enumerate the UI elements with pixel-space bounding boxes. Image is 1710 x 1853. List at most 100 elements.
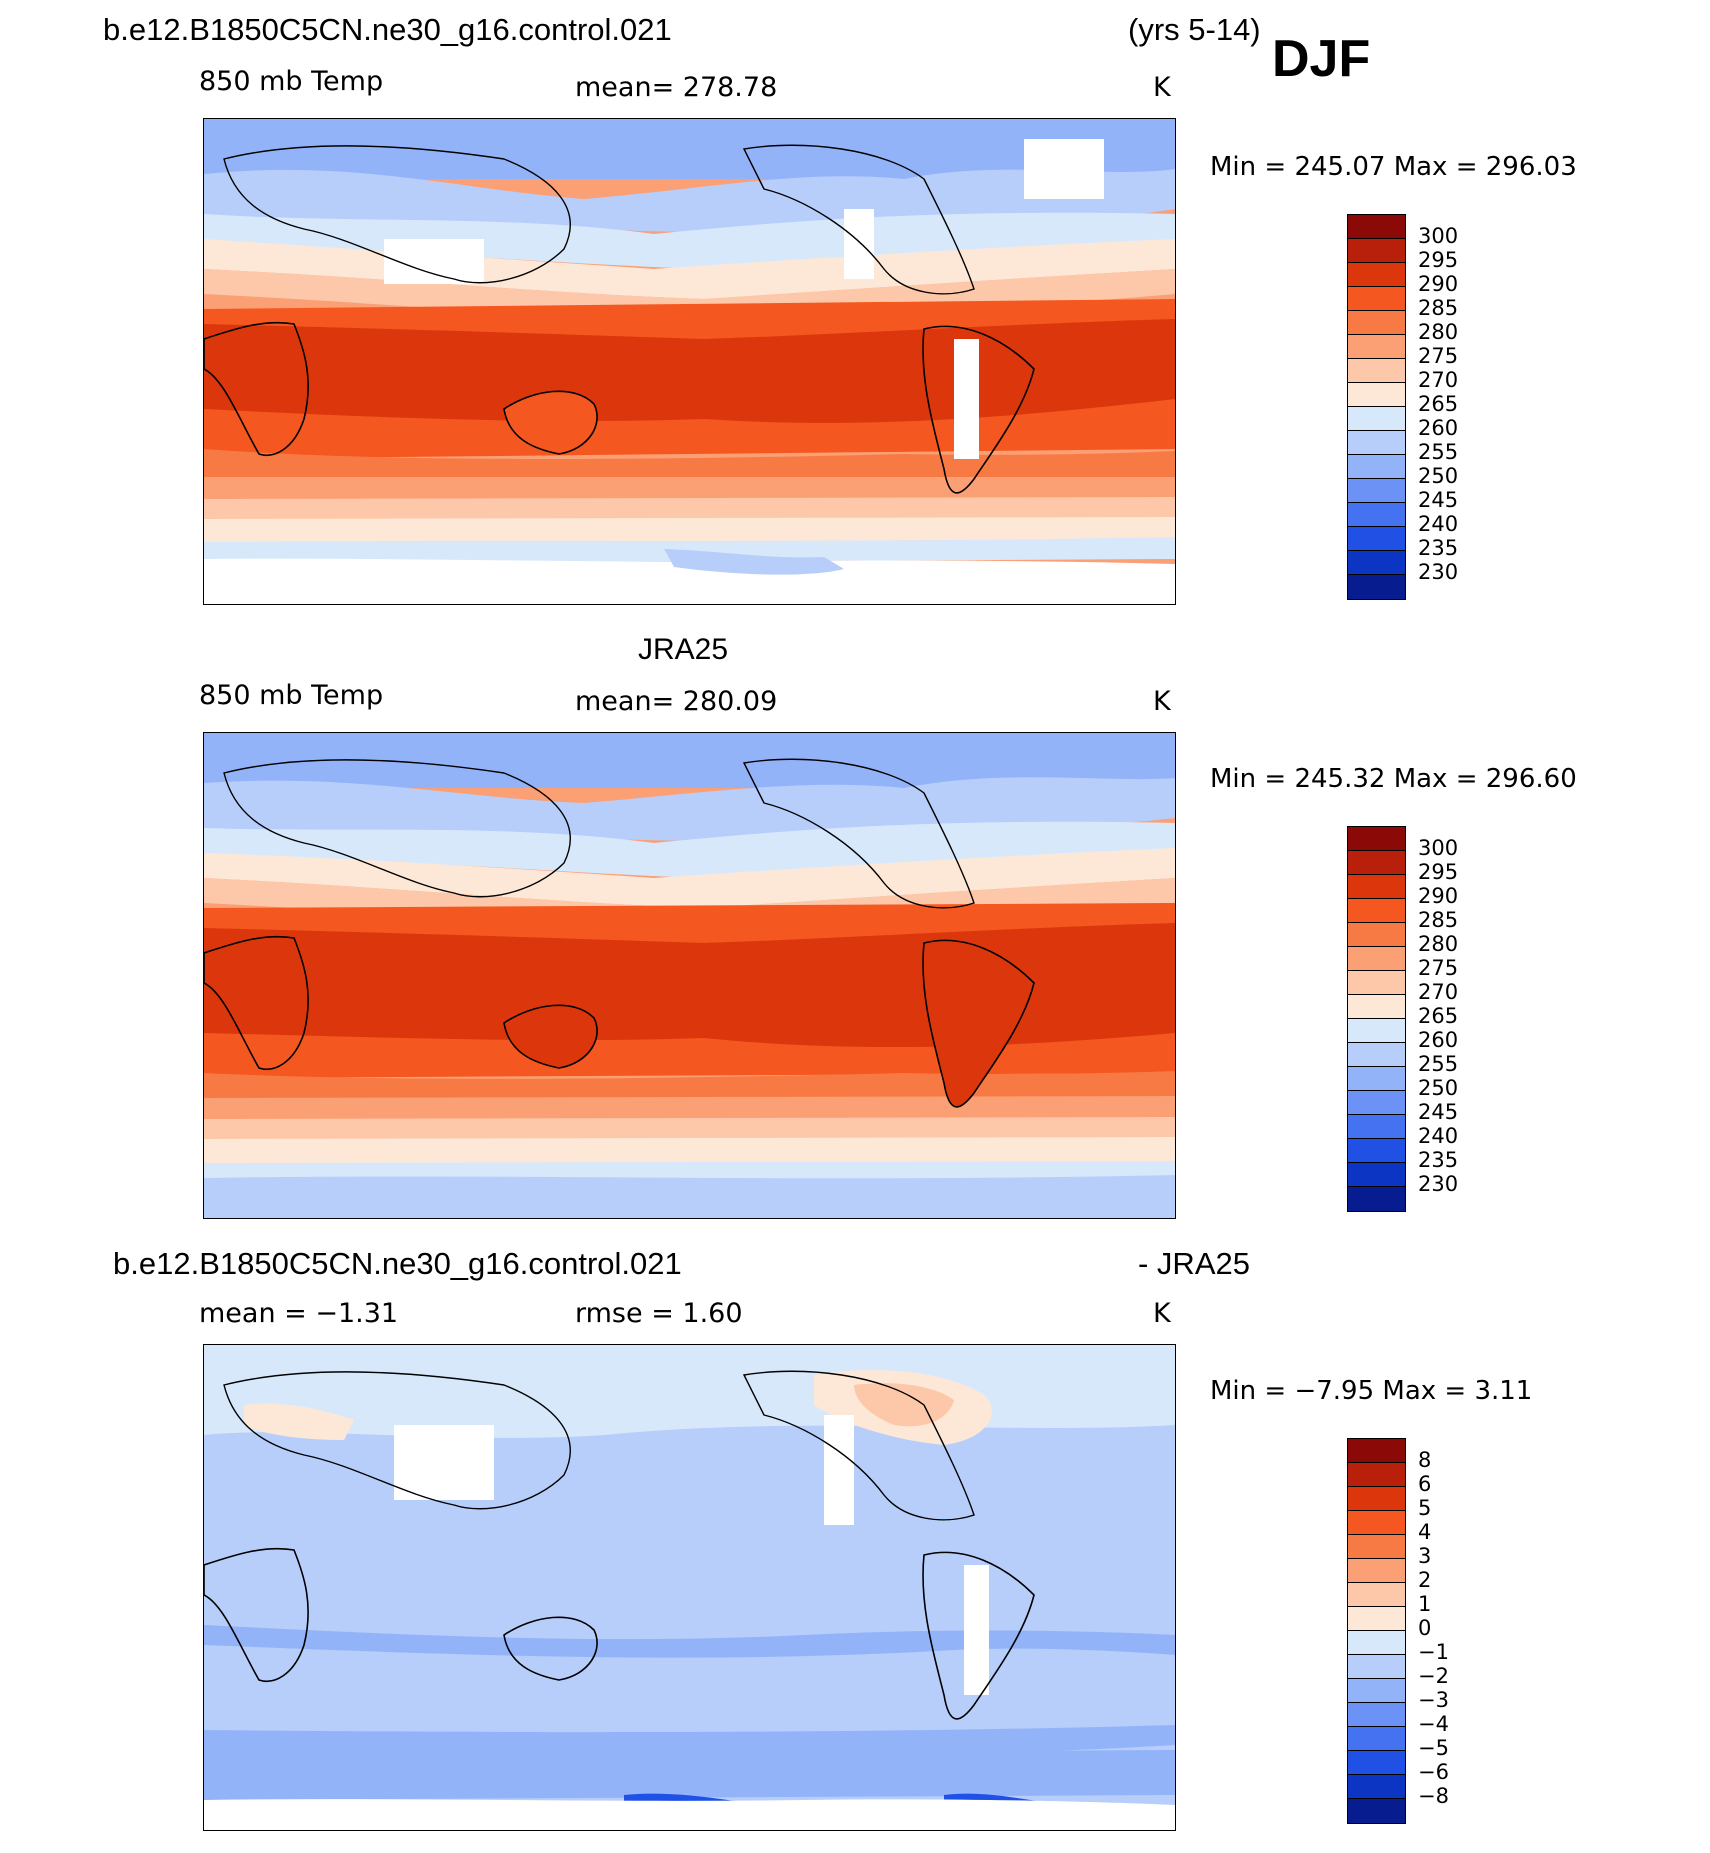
colorbar-swatch <box>1348 407 1405 431</box>
colorbar-tick-label: 295 <box>1418 860 1459 884</box>
season-label: DJF <box>1272 30 1371 88</box>
colorbar-tick-label: 240 <box>1418 1124 1459 1148</box>
colorbar-swatch <box>1348 1727 1405 1751</box>
colorbar-swatch <box>1348 383 1405 407</box>
colorbar-tick-label: 270 <box>1418 980 1459 1004</box>
colorbar-swatch <box>1348 1163 1405 1187</box>
colorbar-tick-label: 5 <box>1418 1496 1432 1520</box>
colorbar-tick-label: 6 <box>1418 1472 1432 1496</box>
panel-obs-units: K <box>1153 686 1171 717</box>
colorbar-tick-label: 255 <box>1418 440 1459 464</box>
colorbar-swatch <box>1348 287 1405 311</box>
case-name-title: b.e12.B1850C5CN.ne30_g16.control.021 <box>103 12 672 47</box>
colorbar-swatch <box>1348 1799 1405 1823</box>
panel-diff-minmax: Min = −7.95 Max = 3.11 <box>1210 1376 1533 1406</box>
colorbar-swatch <box>1348 1115 1405 1139</box>
colorbar-tick-label: 300 <box>1418 836 1459 860</box>
colorbar-swatch <box>1348 479 1405 503</box>
colorbar-swatch <box>1348 1043 1405 1067</box>
map-obs-field <box>204 733 1175 1218</box>
map-diff-field <box>204 1345 1175 1830</box>
colorbar-swatch <box>1348 1019 1405 1043</box>
colorbar-tick-label: 285 <box>1418 908 1459 932</box>
colorbar-swatch <box>1348 995 1405 1019</box>
colorbar-tick-label: 280 <box>1418 932 1459 956</box>
colorbar-swatch <box>1348 1091 1405 1115</box>
colorbar-swatch <box>1348 311 1405 335</box>
panel-diff-rmse: rmse = 1.60 <box>575 1298 743 1329</box>
colorbar-tick-label: 260 <box>1418 416 1459 440</box>
colorbar-tick-label: 245 <box>1418 1100 1459 1124</box>
colorbar-tick-label: 290 <box>1418 272 1459 296</box>
colorbar-swatch <box>1348 1751 1405 1775</box>
colorbar-swatch <box>1348 827 1405 851</box>
colorbar-tick-label: 8 <box>1418 1448 1432 1472</box>
colorbar-swatch <box>1348 431 1405 455</box>
colorbar-tick-label: 235 <box>1418 536 1459 560</box>
colorbar-tick-label: 2 <box>1418 1568 1432 1592</box>
panel-model-units: K <box>1153 72 1171 103</box>
colorbar-obs <box>1347 826 1406 1212</box>
colorbar-swatch <box>1348 359 1405 383</box>
colorbar-swatch <box>1348 1775 1405 1799</box>
colorbar-model <box>1347 214 1406 600</box>
colorbar-tick-label: 4 <box>1418 1520 1432 1544</box>
colorbar-swatch <box>1348 1583 1405 1607</box>
colorbar-swatch <box>1348 239 1405 263</box>
panel-diff-title-right: - JRA25 <box>1138 1246 1250 1281</box>
panel-model-variable: 850 mb Temp <box>199 66 384 97</box>
panel-obs-minmax: Min = 245.32 Max = 296.60 <box>1210 764 1577 794</box>
colorbar-swatch <box>1348 851 1405 875</box>
colorbar-tick-label: −8 <box>1418 1784 1449 1808</box>
colorbar-tick-label: 245 <box>1418 488 1459 512</box>
colorbar-tick-label: 290 <box>1418 884 1459 908</box>
colorbar-swatch <box>1348 1607 1405 1631</box>
colorbar-swatch <box>1348 1655 1405 1679</box>
colorbar-tick-label: 1 <box>1418 1592 1432 1616</box>
colorbar-tick-label: 280 <box>1418 320 1459 344</box>
colorbar-tick-label: −6 <box>1418 1760 1449 1784</box>
colorbar-swatch <box>1348 1703 1405 1727</box>
colorbar-swatch <box>1348 947 1405 971</box>
panel-diff-units: K <box>1153 1298 1171 1329</box>
map-panel-diff <box>203 1344 1176 1831</box>
panel-model-minmax: Min = 245.07 Max = 296.03 <box>1210 152 1577 182</box>
colorbar-swatch <box>1348 335 1405 359</box>
panel-diff-title-left: b.e12.B1850C5CN.ne30_g16.control.021 <box>113 1246 682 1281</box>
colorbar-swatch <box>1348 1631 1405 1655</box>
colorbar-swatch <box>1348 1463 1405 1487</box>
colorbar-tick-label: 230 <box>1418 1172 1459 1196</box>
colorbar-tick-label: −2 <box>1418 1664 1449 1688</box>
colorbar-swatch <box>1348 1487 1405 1511</box>
colorbar-swatch <box>1348 923 1405 947</box>
panel-diff-mean: mean = −1.31 <box>199 1298 399 1329</box>
colorbar-swatch <box>1348 1067 1405 1091</box>
colorbar-tick-label: 285 <box>1418 296 1459 320</box>
panel-obs-variable: 850 mb Temp <box>199 680 384 711</box>
colorbar-swatch <box>1348 575 1405 599</box>
panel-obs-mean: mean= 280.09 <box>575 686 778 717</box>
colorbar-tick-label: 3 <box>1418 1544 1432 1568</box>
colorbar-swatch <box>1348 527 1405 551</box>
colorbar-tick-label: 300 <box>1418 224 1459 248</box>
colorbar-swatch <box>1348 1139 1405 1163</box>
colorbar-tick-label: 250 <box>1418 464 1459 488</box>
colorbar-diff <box>1347 1438 1406 1824</box>
colorbar-swatch <box>1348 1559 1405 1583</box>
colorbar-tick-label: −3 <box>1418 1688 1449 1712</box>
colorbar-swatch <box>1348 1535 1405 1559</box>
colorbar-swatch <box>1348 875 1405 899</box>
colorbar-swatch <box>1348 215 1405 239</box>
colorbar-tick-label: 250 <box>1418 1076 1459 1100</box>
years-label: (yrs 5-14) <box>1128 12 1261 47</box>
colorbar-tick-label: 265 <box>1418 392 1459 416</box>
map-model-field <box>204 119 1175 604</box>
colorbar-swatch <box>1348 503 1405 527</box>
colorbar-tick-label: 265 <box>1418 1004 1459 1028</box>
colorbar-swatch <box>1348 263 1405 287</box>
colorbar-swatch <box>1348 1679 1405 1703</box>
colorbar-tick-label: 275 <box>1418 344 1459 368</box>
colorbar-tick-label: 240 <box>1418 512 1459 536</box>
map-panel-obs <box>203 732 1176 1219</box>
colorbar-tick-label: 275 <box>1418 956 1459 980</box>
